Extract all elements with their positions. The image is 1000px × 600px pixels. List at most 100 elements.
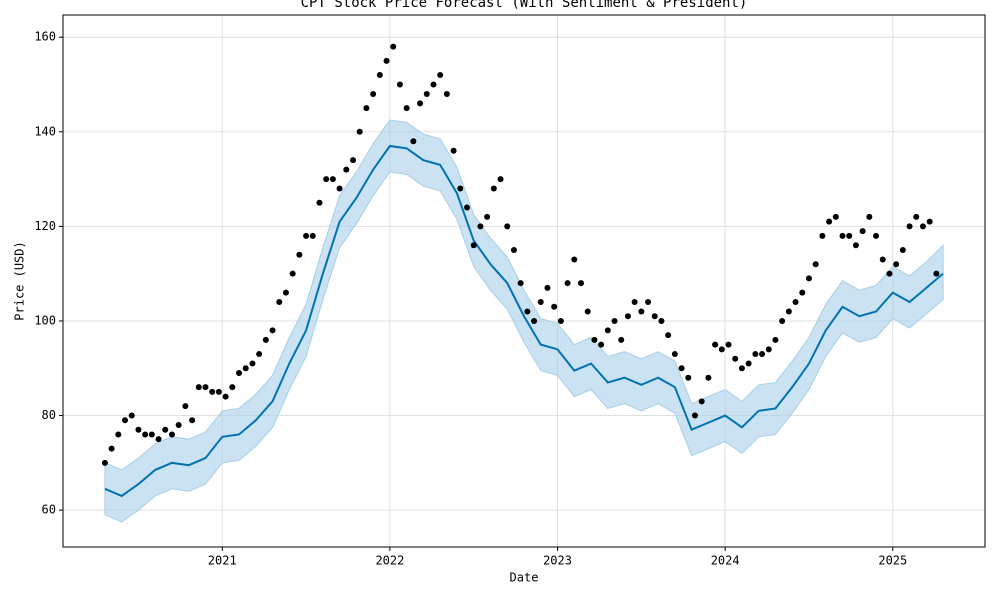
- observed-point: [752, 351, 759, 358]
- observed-point: [497, 176, 504, 183]
- observed-point: [202, 384, 209, 391]
- observed-point: [832, 213, 839, 220]
- observed-point: [544, 284, 551, 291]
- observed-point: [175, 421, 182, 428]
- observed-point: [819, 232, 826, 239]
- observed-point: [859, 228, 866, 235]
- observed-point: [873, 232, 880, 239]
- observed-point: [712, 341, 719, 348]
- observed-point: [350, 157, 357, 164]
- observed-point: [437, 72, 444, 79]
- observed-point: [142, 431, 149, 438]
- observed-point: [128, 412, 135, 419]
- observed-point: [577, 280, 584, 287]
- observed-point: [363, 105, 370, 112]
- observed-point: [718, 346, 725, 353]
- observed-point: [517, 280, 524, 287]
- observed-point: [678, 365, 685, 372]
- observed-point: [430, 81, 437, 88]
- y-tick-label: 160: [34, 30, 56, 44]
- observed-point: [571, 256, 578, 263]
- observed-point: [926, 218, 933, 225]
- observed-point: [336, 185, 343, 192]
- observed-point: [242, 365, 249, 372]
- observed-point: [343, 166, 350, 173]
- observed-point: [148, 431, 155, 438]
- observed-point: [182, 403, 189, 410]
- x-tick-label: 2022: [375, 554, 404, 568]
- observed-point: [276, 299, 283, 306]
- observed-point: [417, 100, 424, 107]
- observed-point: [805, 275, 812, 282]
- observed-point: [189, 417, 196, 424]
- observed-point: [624, 313, 631, 320]
- observed-point: [879, 256, 886, 263]
- observed-point: [785, 308, 792, 315]
- x-tick-label: 2024: [711, 554, 740, 568]
- observed-point: [269, 327, 276, 334]
- observed-point: [356, 128, 363, 135]
- observed-point: [665, 332, 672, 339]
- observed-point: [537, 299, 544, 306]
- observed-point: [376, 72, 383, 79]
- observed-point: [591, 336, 598, 343]
- observed-point: [390, 43, 397, 50]
- observed-point: [316, 199, 323, 206]
- observed-point: [826, 218, 833, 225]
- observed-point: [618, 336, 625, 343]
- observed-point: [370, 90, 377, 97]
- observed-point: [551, 303, 558, 310]
- observed-point: [282, 289, 289, 296]
- observed-point: [685, 374, 692, 381]
- forecast-line: [104, 144, 944, 498]
- x-tick-label: 2023: [543, 554, 572, 568]
- observed-point: [919, 223, 926, 230]
- observed-point: [759, 351, 766, 358]
- observed-point: [115, 431, 122, 438]
- observed-point: [631, 299, 638, 306]
- observed-point: [289, 270, 296, 277]
- observed-point: [477, 223, 484, 230]
- observed-point: [457, 185, 464, 192]
- observed-point: [852, 242, 859, 249]
- observed-point: [450, 147, 457, 154]
- observed-point: [933, 270, 940, 277]
- x-tick-label: 2021: [208, 554, 237, 568]
- y-tick-label: 60: [42, 503, 56, 517]
- observed-point: [101, 459, 108, 466]
- observed-point: [564, 280, 571, 287]
- observed-point: [195, 384, 202, 391]
- observed-point: [651, 313, 658, 320]
- observed-point: [557, 317, 564, 324]
- observed-point: [598, 341, 605, 348]
- observed-point: [638, 308, 645, 315]
- observed-point: [839, 232, 846, 239]
- observed-point: [222, 393, 229, 400]
- observed-point: [443, 90, 450, 97]
- observed-point: [524, 308, 531, 315]
- observed-point: [913, 213, 920, 220]
- observed-point: [249, 360, 256, 367]
- observed-point: [383, 57, 390, 64]
- observed-point: [403, 105, 410, 112]
- observed-point: [484, 213, 491, 220]
- observed-point: [510, 247, 517, 254]
- observed-point: [906, 223, 913, 230]
- observed-point: [323, 176, 330, 183]
- observed-point: [738, 365, 745, 372]
- observed-point: [410, 138, 417, 145]
- x-tick-label: 2025: [878, 554, 907, 568]
- observed-point: [470, 242, 477, 249]
- y-tick-label: 120: [34, 219, 56, 233]
- observed-point: [611, 317, 618, 324]
- observed-point: [671, 351, 678, 358]
- observed-point: [698, 398, 705, 405]
- observed-point: [256, 351, 263, 358]
- observed-point: [899, 247, 906, 254]
- observed-point: [604, 327, 611, 334]
- observed-point: [772, 336, 779, 343]
- y-tick-label: 100: [34, 313, 56, 327]
- observed-point: [732, 355, 739, 362]
- y-tick-label: 140: [34, 124, 56, 138]
